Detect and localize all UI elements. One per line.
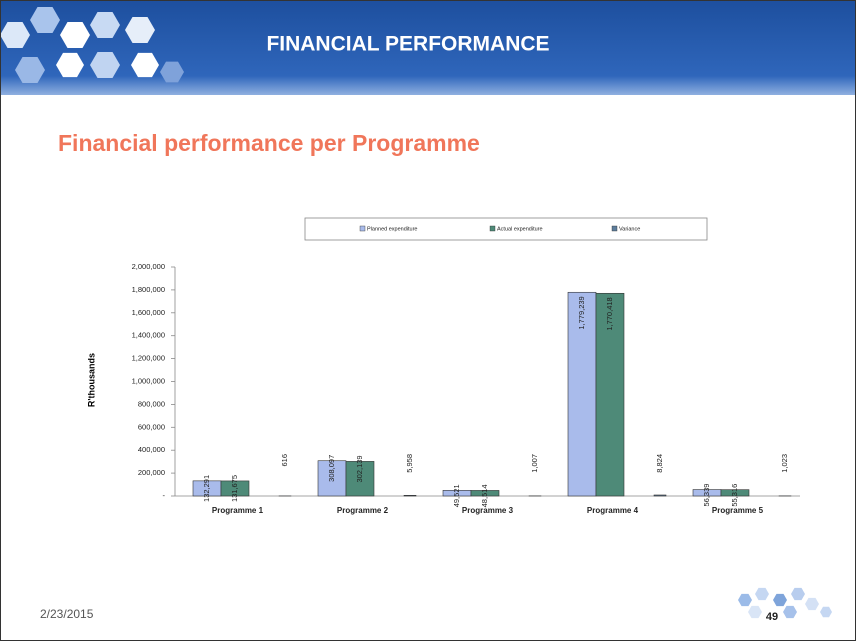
value-label: 1,007	[530, 454, 539, 473]
value-label: 308,097	[327, 455, 336, 482]
y-tick-label: 1,800,000	[132, 285, 165, 294]
value-label: 55,316	[730, 484, 739, 507]
slide: FINANCIAL PERFORMANCE Financial performa…	[0, 0, 856, 641]
value-label: 49,521	[452, 484, 461, 507]
x-tick-label: Programme 4	[587, 506, 639, 515]
y-tick-label: 800,000	[138, 399, 165, 408]
slide-title: Financial performance per Programme	[58, 130, 480, 156]
value-label: 8,824	[655, 454, 664, 473]
value-label: 56,339	[702, 484, 711, 507]
y-tick-label: 200,000	[138, 468, 165, 477]
x-tick-label: Programme 2	[337, 506, 389, 515]
legend-label: Variance	[619, 226, 640, 232]
y-tick-label: 1,000,000	[132, 376, 165, 385]
bar	[654, 495, 666, 496]
y-tick-label: 400,000	[138, 445, 165, 454]
value-label: 48,514	[480, 484, 489, 507]
legend-swatch	[490, 226, 495, 231]
value-label: 1,779,239	[577, 296, 586, 329]
x-tick-label: Programme 1	[212, 506, 264, 515]
y-tick-label: 1,200,000	[132, 354, 165, 363]
value-label: 1,023	[780, 454, 789, 473]
legend-label: Actual expenditure	[497, 226, 543, 232]
y-axis-label: R'thousands	[86, 353, 96, 407]
y-tick-label: 600,000	[138, 422, 165, 431]
value-label: 1,770,418	[605, 297, 614, 330]
value-label: 302,139	[355, 455, 364, 482]
y-tick-label: 1,400,000	[132, 331, 165, 340]
value-label: 616	[280, 454, 289, 467]
y-tick-label: 2,000,000	[132, 262, 165, 271]
value-label: 5,958	[405, 454, 414, 473]
legend-swatch	[360, 226, 365, 231]
value-label: 132,291	[202, 475, 211, 502]
bar	[404, 495, 416, 496]
background	[0, 0, 856, 641]
y-tick-label: 1,600,000	[132, 308, 165, 317]
legend-swatch	[612, 226, 617, 231]
page-number: 49	[766, 611, 778, 623]
legend-label: Planned expenditure	[367, 226, 417, 232]
value-label: 131,675	[230, 475, 239, 502]
header-title: FINANCIAL PERFORMANCE	[266, 33, 549, 56]
page: {"header": {"title": "FINANCIAL PERFORMA…	[0, 0, 856, 641]
date: 2/23/2015	[40, 607, 94, 621]
